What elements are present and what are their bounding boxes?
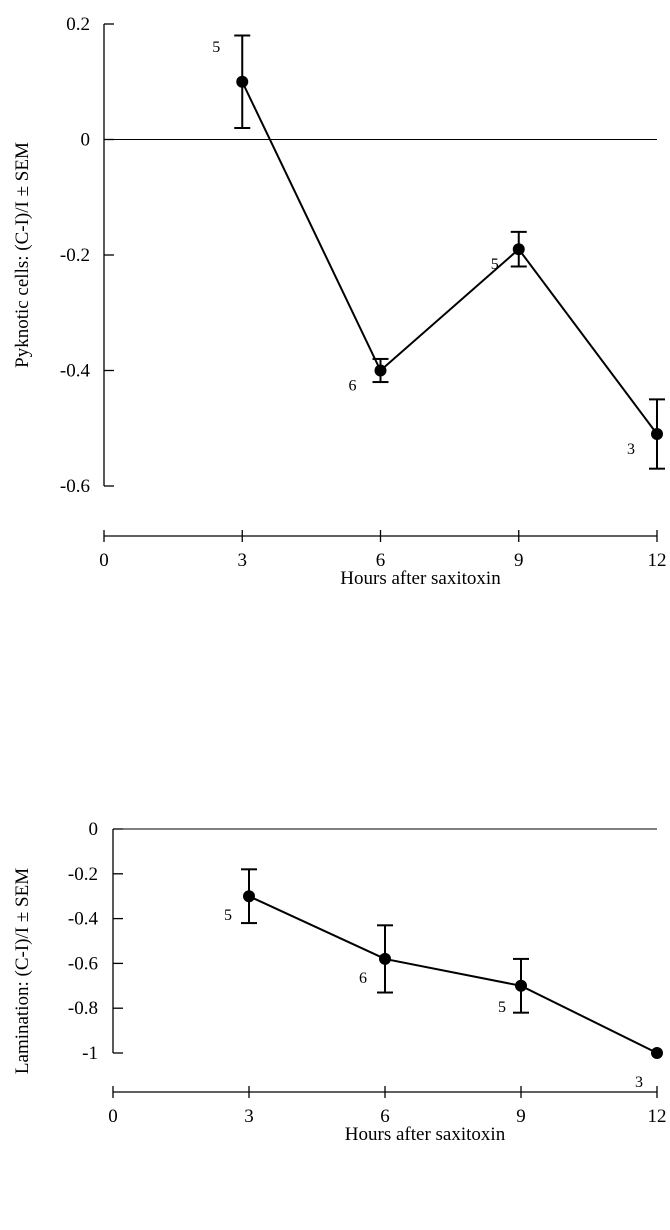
- x-tick-label: 12: [648, 1106, 667, 1127]
- data-point: [515, 979, 527, 992]
- sample-size-label: 3: [635, 1074, 643, 1091]
- y-axis-title: Lamination: (C-I)/I ± SEM: [12, 868, 33, 1074]
- lamination-chart: 0 -0.2 -0.4 -0.6 -0.8 -1 0 3 6 9 12 Hours after sax…: [12, 819, 667, 1145]
- y-tick-label: -0.2: [68, 864, 98, 885]
- x-tick-label: 12: [648, 550, 667, 571]
- sample-size-label: 5: [491, 256, 499, 273]
- x-axis-title: Hours after saxitoxin: [340, 568, 501, 589]
- data-point: [236, 75, 249, 88]
- x-tick-label: 6: [376, 550, 386, 571]
- x-tick-label: 6: [380, 1106, 390, 1127]
- sample-size-label: 5: [224, 907, 232, 924]
- x-tick-label: 3: [244, 1106, 254, 1127]
- y-axis-title: Pyknotic cells: (C-I)/I ± SEM: [12, 142, 33, 368]
- pyknotic-cells-chart: 0.2 0 -0.2 -0.4 -0.6 0 3 6 9 12 Hours after saxito…: [12, 14, 667, 589]
- data-point: [374, 364, 387, 377]
- sample-size-label: 3: [627, 441, 635, 458]
- sample-size-label: 6: [359, 970, 367, 987]
- x-tick-label: 0: [99, 550, 109, 571]
- y-tick-label: -0.6: [68, 953, 98, 974]
- y-tick-label: -1: [82, 1043, 98, 1064]
- sample-size-label: 5: [498, 999, 506, 1016]
- y-tick-label: 0: [81, 130, 91, 151]
- y-tick-label: -0.4: [60, 361, 91, 382]
- x-tick-label: 0: [108, 1106, 118, 1127]
- data-point: [512, 243, 525, 256]
- y-tick-label: -0.2: [60, 245, 90, 266]
- y-tick-label: -0.8: [68, 998, 98, 1019]
- data-point: [243, 890, 255, 903]
- data-point: [379, 952, 391, 965]
- y-tick-label: 0.2: [66, 14, 90, 35]
- data-point: [651, 428, 663, 441]
- x-tick-label: 3: [238, 550, 248, 571]
- x-tick-label: 9: [514, 550, 524, 571]
- y-tick-label: -0.6: [60, 476, 90, 497]
- series-line: [241, 81, 658, 435]
- y-tick-label: 0: [89, 819, 99, 840]
- sample-size-label: 5: [212, 39, 220, 56]
- series-line: [248, 895, 658, 1054]
- y-tick-label: -0.4: [68, 909, 99, 930]
- data-point: [651, 1047, 663, 1059]
- x-tick-label: 9: [516, 1106, 526, 1127]
- sample-size-label: 6: [349, 378, 357, 395]
- x-axis-title: Hours after saxitoxin: [345, 1124, 506, 1145]
